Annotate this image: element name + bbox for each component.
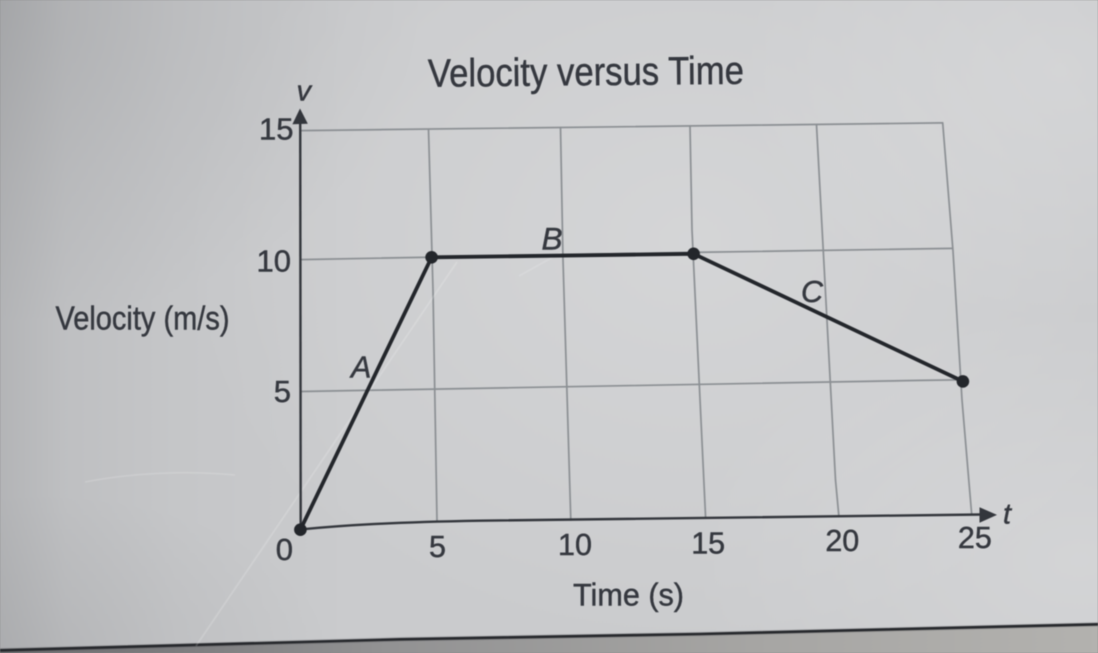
svg-text:15: 15 bbox=[691, 527, 725, 561]
svg-text:Velocity (m/s): Velocity (m/s) bbox=[56, 300, 230, 337]
svg-text:15: 15 bbox=[259, 112, 293, 147]
svg-text:5: 5 bbox=[274, 374, 291, 409]
svg-text:0: 0 bbox=[276, 532, 293, 567]
svg-text:C: C bbox=[801, 275, 824, 309]
svg-text:25: 25 bbox=[958, 521, 992, 555]
svg-text:5: 5 bbox=[429, 530, 446, 564]
svg-text:20: 20 bbox=[825, 524, 859, 558]
svg-text:10: 10 bbox=[257, 244, 291, 279]
svg-text:t: t bbox=[1003, 498, 1013, 530]
svg-text:B: B bbox=[542, 220, 563, 256]
svg-text:10: 10 bbox=[558, 528, 592, 562]
svg-text:v: v bbox=[297, 75, 313, 107]
svg-text:Velocity versus Time: Velocity versus Time bbox=[428, 49, 744, 96]
svg-text:Time (s): Time (s) bbox=[573, 577, 684, 613]
svg-text:A: A bbox=[349, 351, 371, 385]
